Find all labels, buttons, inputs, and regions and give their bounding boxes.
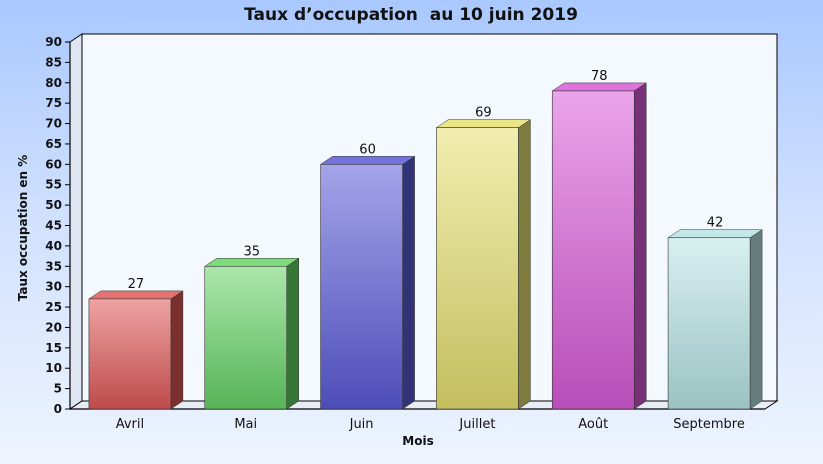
bar-front [667,237,751,410]
y-tick-label: 40 [45,239,62,253]
y-tick-label: 75 [45,96,62,110]
x-tick-label: Juillet [458,417,495,432]
bar-side [634,82,647,410]
y-tick-label: 85 [45,55,62,69]
bar-septembre [667,229,763,410]
y-tick-label: 15 [45,341,62,355]
bar-avril [88,290,184,410]
bar-top [319,156,416,165]
bar-front [320,164,403,410]
bar-side [402,155,415,410]
bar-mai [203,257,300,410]
x-axis-label: Mois [402,434,433,448]
y-tick-label: 55 [45,178,62,192]
x-tick-label: Juin [349,417,374,432]
bar-juin [319,155,416,410]
bars [88,82,763,410]
x-tick-label: Avril [116,417,144,432]
y-tick-label: 80 [45,76,62,90]
bar-front [551,90,635,410]
data-label: 42 [707,216,724,231]
y-tick-label: 90 [45,35,62,49]
bar-top [667,229,763,238]
bar-top [551,82,648,92]
bar-side [749,229,763,410]
y-tick-label: 30 [45,280,62,294]
y-tick-label: 65 [45,137,62,151]
x-tick-label: Août [578,417,608,432]
x-axis-ticks: Avril Mai Juin Juillet Août Septembre [116,417,745,432]
bar-top [88,290,184,300]
y-tick-label: 20 [45,320,62,334]
data-label: 78 [591,69,608,84]
plot-side-wall [69,33,83,410]
bar-front [88,298,172,410]
bar-top [435,119,532,128]
y-axis-label: Taux occupation en % [16,155,30,302]
data-label: 60 [359,142,376,157]
bar-top [203,258,300,267]
y-tick-label: 0 [54,402,62,416]
data-labels: 27 35 60 69 78 42 [128,69,724,292]
data-label: 27 [128,277,145,292]
bar-ao-t [551,82,648,410]
x-tick-label: Septembre [673,417,745,432]
y-tick-label: 10 [45,361,62,375]
x-tick-label: Mai [234,417,257,432]
data-label: 35 [243,244,260,259]
bar-side [170,290,184,410]
bar-front [436,127,519,410]
y-axis-ticks: 0 5 10 15 20 25 30 35 40 45 50 55 60 65 70 75 80 85 90 [45,35,70,416]
bar-side [286,257,299,410]
y-tick-label: 70 [45,117,62,131]
y-tick-label: 5 [54,382,62,396]
y-tick-label: 45 [45,219,62,233]
y-tick-label: 35 [45,259,62,273]
chart-title: Taux d’occupation au 10 juin 2019 [244,5,578,25]
y-tick-label: 50 [45,198,62,212]
data-label: 69 [475,106,492,121]
bar-front [204,265,288,410]
y-tick-label: 60 [45,157,62,171]
y-tick-label: 25 [45,300,62,314]
bar-side [518,119,531,410]
bar-juillet [435,119,532,410]
